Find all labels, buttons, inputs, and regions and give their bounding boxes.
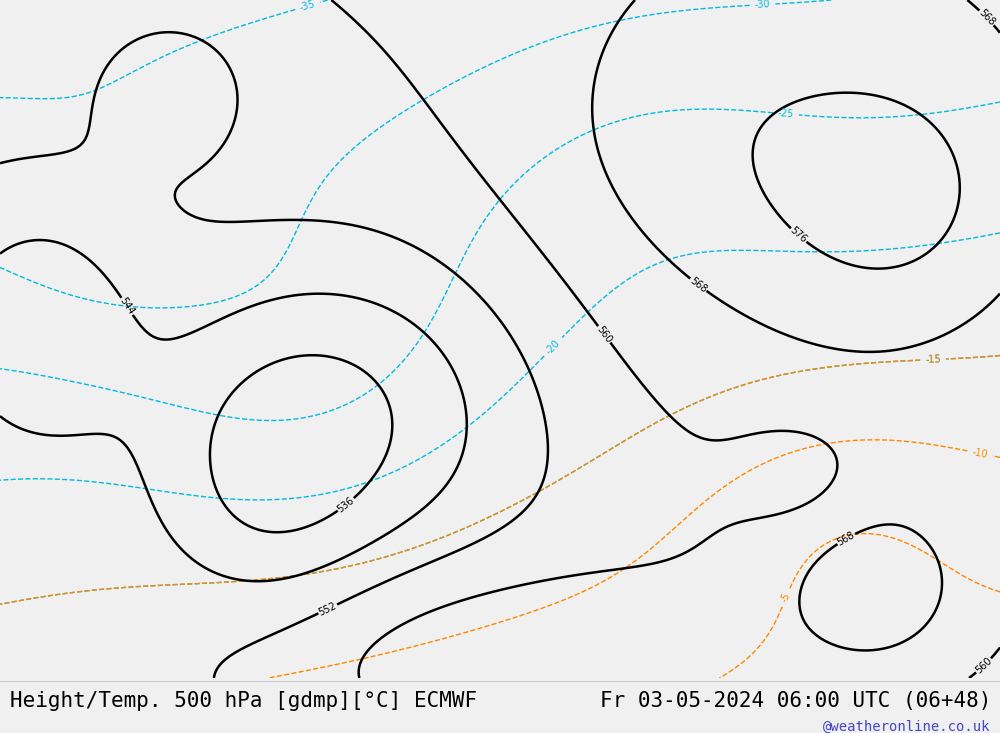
- Text: 544: 544: [118, 296, 136, 317]
- Text: 552: 552: [317, 600, 338, 617]
- Text: -35: -35: [299, 0, 317, 13]
- Text: 576: 576: [788, 226, 809, 245]
- Text: 568: 568: [688, 276, 709, 295]
- Text: -30: -30: [754, 0, 771, 10]
- Text: Fr 03-05-2024 06:00 UTC (06+48): Fr 03-05-2024 06:00 UTC (06+48): [600, 691, 991, 711]
- Text: -5: -5: [779, 591, 792, 604]
- Text: -10: -10: [971, 447, 989, 460]
- Text: 560: 560: [595, 324, 614, 345]
- Text: -15: -15: [925, 354, 941, 365]
- Text: 568: 568: [977, 7, 997, 28]
- Text: -25: -25: [778, 108, 794, 119]
- Text: -15: -15: [925, 354, 941, 365]
- Text: -20: -20: [544, 338, 562, 356]
- Text: 560: 560: [974, 655, 994, 676]
- Text: 568: 568: [836, 530, 857, 548]
- Text: Height/Temp. 500 hPa [gdmp][°C] ECMWF: Height/Temp. 500 hPa [gdmp][°C] ECMWF: [10, 691, 477, 711]
- Text: @weatheronline.co.uk: @weatheronline.co.uk: [822, 719, 990, 733]
- Text: 536: 536: [336, 495, 356, 515]
